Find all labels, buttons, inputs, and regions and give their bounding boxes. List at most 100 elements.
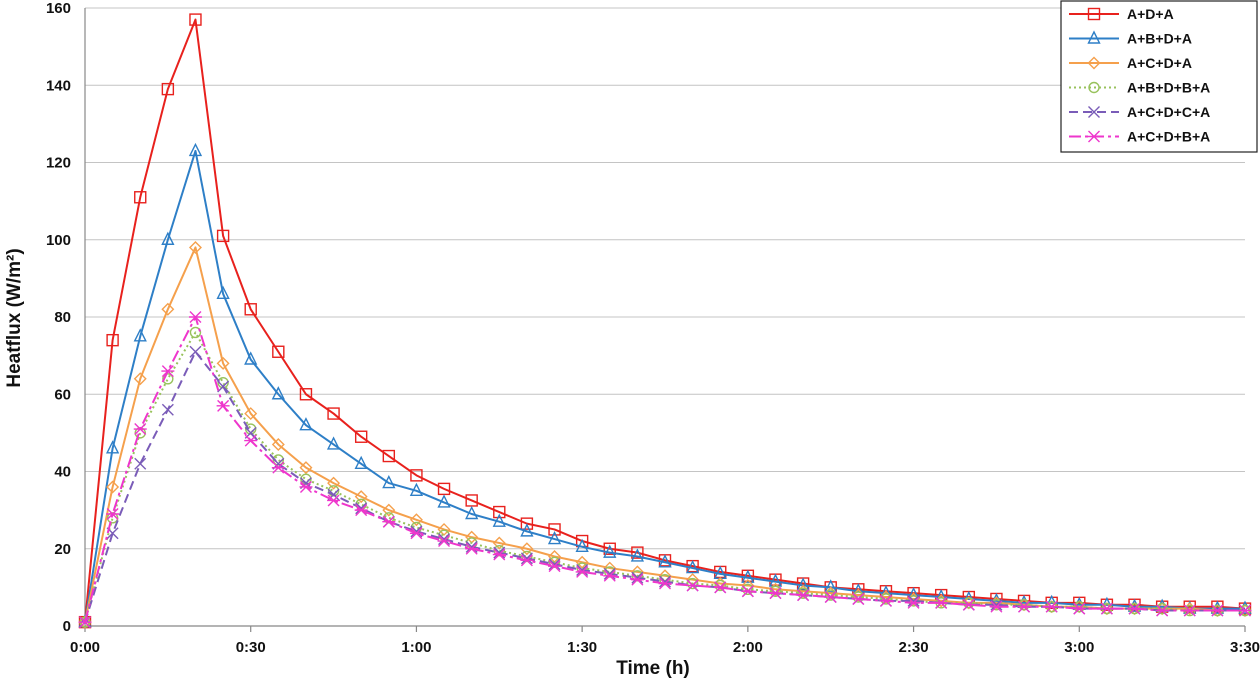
data-point xyxy=(548,560,562,573)
data-point xyxy=(106,512,119,524)
data-point xyxy=(824,579,838,593)
data-point xyxy=(244,351,258,365)
data-point xyxy=(1017,600,1031,613)
data-point xyxy=(520,523,534,537)
legend-label: A+C+D+C+A xyxy=(1127,104,1210,120)
data-point xyxy=(271,386,285,400)
data-point xyxy=(327,494,341,507)
data-point xyxy=(105,440,120,454)
data-point xyxy=(1072,602,1086,615)
data-point xyxy=(686,577,699,590)
data-point xyxy=(437,494,451,508)
y-tick-label: 0 xyxy=(63,618,71,635)
data-point xyxy=(410,469,423,482)
data-point xyxy=(714,579,726,592)
x-tick-label: 1:00 xyxy=(401,639,431,656)
data-point xyxy=(520,542,534,556)
data-point xyxy=(437,535,451,548)
data-point xyxy=(825,589,837,601)
data-point xyxy=(493,505,506,519)
data-point xyxy=(327,407,340,420)
data-point xyxy=(962,598,976,611)
data-point xyxy=(161,302,175,316)
x-tick-label: 3:30 xyxy=(1230,639,1260,656)
data-point xyxy=(272,345,285,358)
data-point xyxy=(1088,81,1100,94)
data-point xyxy=(1073,600,1085,613)
data-point xyxy=(410,525,423,538)
data-point xyxy=(383,512,395,524)
data-point xyxy=(299,480,313,493)
data-point xyxy=(603,542,616,555)
data-point xyxy=(631,546,644,559)
data-point xyxy=(492,536,506,550)
data-point xyxy=(244,407,258,421)
data-point xyxy=(133,328,147,342)
data-point xyxy=(134,191,147,204)
x-tick-label: 0:30 xyxy=(236,639,266,656)
data-point xyxy=(492,513,506,527)
data-point xyxy=(1018,599,1030,611)
x-tick-label: 3:00 xyxy=(1064,639,1094,656)
data-point xyxy=(1087,7,1101,21)
data-point xyxy=(1045,600,1059,613)
data-point xyxy=(797,587,809,599)
y-tick-label: 40 xyxy=(54,464,71,481)
data-point xyxy=(686,579,700,592)
series-A+C+D+C+A xyxy=(79,345,1251,629)
data-point xyxy=(327,476,341,490)
data-point xyxy=(492,548,506,561)
data-point xyxy=(188,142,203,157)
series-group xyxy=(78,13,1252,629)
y-axis-label: Heatflux (W/m²) xyxy=(4,248,25,387)
data-point xyxy=(604,566,616,578)
data-point xyxy=(245,423,257,435)
data-point xyxy=(244,434,258,447)
series-A+C+D+B+A xyxy=(78,311,1252,629)
legend-label: A+C+D+A xyxy=(1127,55,1192,71)
data-point xyxy=(1155,604,1169,617)
data-point xyxy=(769,585,782,597)
series-line xyxy=(84,149,1245,623)
data-point xyxy=(106,333,119,347)
data-point xyxy=(575,565,589,578)
data-point xyxy=(409,482,424,497)
y-tick-label: 140 xyxy=(46,77,71,94)
legend-label: A+B+D+A xyxy=(1127,31,1192,47)
data-point xyxy=(354,455,368,469)
data-point xyxy=(741,569,755,583)
data-point xyxy=(133,423,147,436)
y-tick-labels: 0 20 40 60 80 100 120 140 160 xyxy=(46,0,71,635)
data-point xyxy=(934,596,948,609)
data-point xyxy=(1100,602,1114,615)
data-point xyxy=(189,326,202,339)
data-point xyxy=(382,515,396,528)
data-point xyxy=(106,507,120,520)
data-point xyxy=(989,600,1003,613)
data-point xyxy=(382,475,396,489)
data-point xyxy=(437,522,451,536)
legend-item: A+C+D+C+A xyxy=(1069,104,1210,120)
data-point xyxy=(879,594,893,607)
data-point xyxy=(78,616,92,629)
data-point xyxy=(188,311,202,323)
data-point xyxy=(1128,602,1142,615)
data-point xyxy=(547,531,562,545)
data-point xyxy=(521,550,533,563)
legend-item: A+C+D+A xyxy=(1069,55,1192,71)
data-point xyxy=(631,570,644,582)
data-point xyxy=(1087,56,1101,70)
data-point xyxy=(768,587,782,600)
data-point xyxy=(409,527,423,540)
data-point xyxy=(603,569,617,582)
data-point xyxy=(465,505,479,520)
data-point xyxy=(354,504,368,517)
data-point xyxy=(713,581,727,594)
data-point xyxy=(1156,602,1168,615)
data-point xyxy=(824,591,838,604)
data-point xyxy=(189,13,202,26)
data-point xyxy=(188,240,202,254)
data-point xyxy=(1238,604,1252,617)
data-point xyxy=(271,437,285,451)
